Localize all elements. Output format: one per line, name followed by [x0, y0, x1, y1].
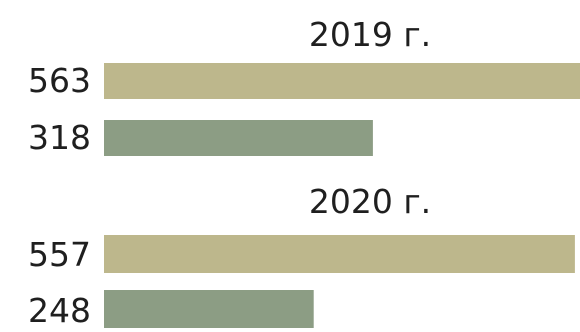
bar-2019-second — [104, 120, 373, 156]
group-label-2019: 2019 г. — [309, 15, 431, 54]
value-label-2019-first: 563 — [28, 61, 91, 100]
value-label-2019-second: 318 — [28, 118, 91, 157]
group-label-2020: 2020 г. — [309, 182, 431, 221]
bar-2020-first — [104, 235, 575, 273]
bar-2020-second — [104, 290, 314, 328]
bar-2019-first — [104, 63, 580, 99]
value-label-2020-second: 248 — [28, 291, 91, 330]
value-label-2020-first: 557 — [28, 235, 91, 274]
